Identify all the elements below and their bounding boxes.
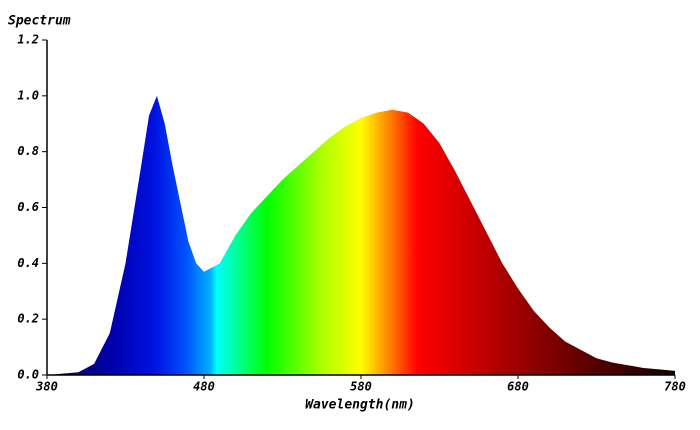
x-tick-label: 380 <box>35 380 58 394</box>
x-axis-label: Wavelength(nm) <box>305 398 415 413</box>
y-tick-label: 0.8 <box>17 144 39 158</box>
y-tick-label: 0.4 <box>17 256 39 270</box>
y-tick-label: 1.2 <box>17 33 39 47</box>
x-tick-label: 780 <box>664 380 686 394</box>
y-tick-label: 0.0 <box>17 368 39 382</box>
y-tick-label: 0.6 <box>17 200 39 214</box>
y-tick-label: 1.0 <box>17 88 39 102</box>
spectrum-area <box>47 95 675 375</box>
y-tick-label: 0.2 <box>17 312 39 326</box>
chart-title: Spectrum <box>8 14 71 29</box>
x-tick-label: 480 <box>193 380 215 394</box>
x-tick-label: 580 <box>350 380 372 394</box>
x-tick-label: 680 <box>507 380 529 394</box>
